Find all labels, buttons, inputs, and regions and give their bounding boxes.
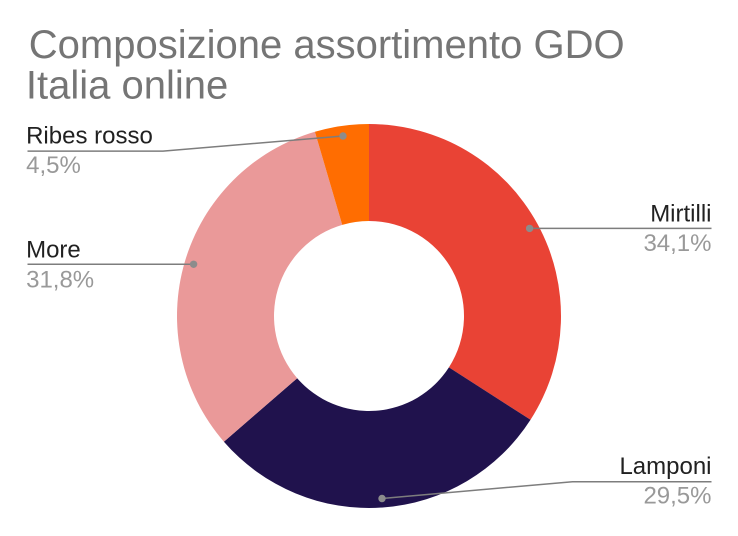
svg-text:Lamponi: Lamponi bbox=[619, 453, 711, 480]
svg-text:4,5%: 4,5% bbox=[26, 152, 81, 179]
svg-text:More: More bbox=[26, 237, 81, 264]
svg-text:Composizione assortimento GDO: Composizione assortimento GDO bbox=[29, 23, 625, 67]
svg-text:Mirtilli: Mirtilli bbox=[650, 201, 711, 228]
svg-text:31,8%: 31,8% bbox=[26, 266, 94, 293]
svg-text:34,1%: 34,1% bbox=[643, 230, 711, 257]
svg-text:Ribes rosso: Ribes rosso bbox=[26, 123, 153, 150]
svg-text:29,5%: 29,5% bbox=[643, 482, 711, 509]
svg-text:Italia online: Italia online bbox=[26, 63, 228, 107]
